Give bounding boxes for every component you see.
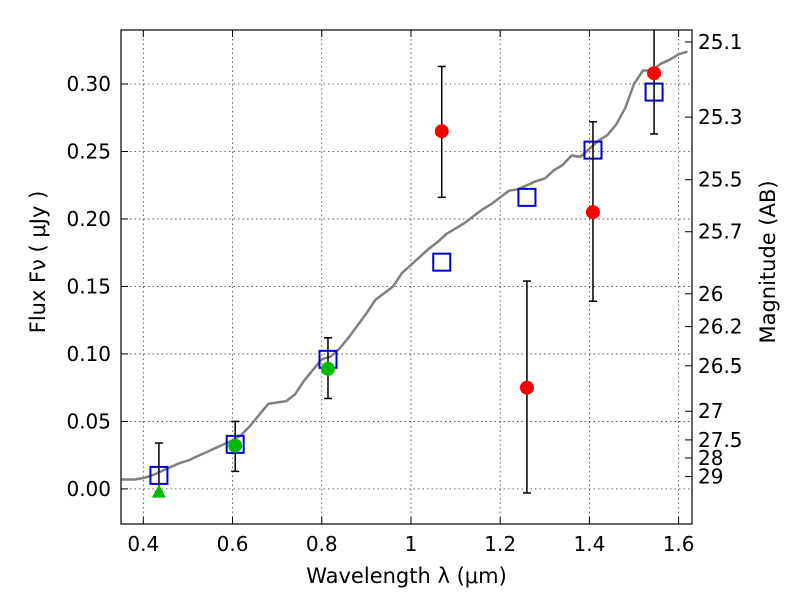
model-flux-square: [432, 252, 452, 272]
y-tick-label: 0.00: [66, 477, 111, 501]
x-axis-title: Wavelength λ (μm): [306, 564, 507, 588]
y-tick-label: 0.15: [66, 274, 111, 298]
y2-tick-label: 26: [698, 282, 723, 306]
observed-flux-point: [320, 361, 335, 376]
y-tick-label: 0.25: [66, 139, 111, 163]
observed-flux-point: [519, 380, 534, 395]
x-tick-label: 1.2: [484, 532, 516, 556]
y2-tick-label: 25.5: [698, 168, 743, 192]
y-tick-label: 0.20: [66, 207, 111, 231]
y-axis-title: Flux Fν ( μJy ): [26, 191, 50, 334]
observed-flux-point: [585, 205, 600, 220]
y2-tick-label: 25.1: [698, 30, 743, 54]
observed-flux-point: [434, 124, 449, 139]
y2-tick-label: 26.5: [698, 354, 743, 378]
observed-flux-point: [228, 438, 243, 453]
y2-tick-label: 27: [698, 399, 723, 423]
x-tick-label: 0.6: [217, 532, 249, 556]
model-spectrum-line: [121, 50, 688, 481]
y-tick-label: 0.10: [66, 342, 111, 366]
upper-limit-triangle: [151, 484, 166, 498]
x-tick-label: 1.4: [573, 532, 605, 556]
observed-flux-point: [647, 66, 662, 81]
y-tick-label: 0.30: [66, 72, 111, 96]
y-tick-label: 0.05: [66, 409, 111, 433]
x-tick-label: 0.8: [306, 532, 338, 556]
axis-ticks: 0.4 0.6 0.8 1 1.2 1.4 1.6 0.00 0.05 0.10 0.15 0.20 0…: [66, 30, 742, 556]
model-flux-square: [517, 187, 537, 207]
right-axis-title: Magnitude (AB): [756, 180, 780, 343]
data-series: [121, 30, 688, 498]
x-tick-label: 1.6: [663, 532, 695, 556]
x-tick-label: 1: [405, 532, 418, 556]
x-tick-label: 0.4: [127, 532, 159, 556]
y2-tick-label: 26.2: [698, 315, 743, 339]
y2-tick-label: 25.3: [698, 105, 743, 129]
y2-tick-label: 25.7: [698, 220, 743, 244]
grid-lines: [121, 30, 692, 524]
y2-tick-label: 27.5: [698, 428, 743, 452]
y2-tick-label: 29: [698, 465, 723, 489]
y2-tick-label: 28: [698, 446, 723, 470]
plot-frame: [120, 29, 693, 525]
